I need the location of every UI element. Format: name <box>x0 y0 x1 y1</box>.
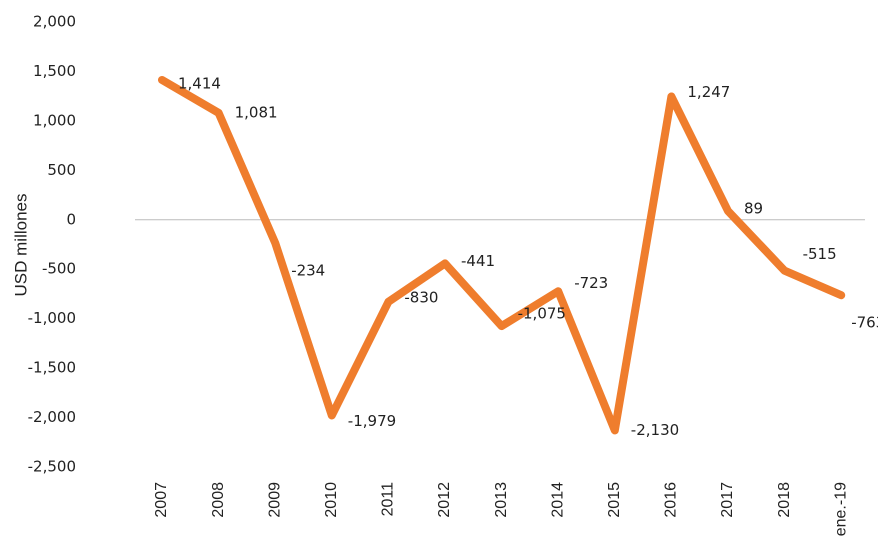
y-tick-label: 1,000 <box>33 111 76 129</box>
data-label: -2,130 <box>631 421 679 439</box>
data-label: -763 <box>851 314 878 332</box>
x-tick-label: ene.-19 <box>832 482 849 536</box>
y-axis-title: USD millones <box>11 194 30 297</box>
data-label: -515 <box>803 245 837 263</box>
data-label: -1,979 <box>348 412 396 430</box>
y-tick-label: -2,500 <box>28 458 76 476</box>
x-tick-label: 2014 <box>549 482 566 518</box>
data-label: 1,081 <box>235 103 278 121</box>
data-label: -723 <box>574 274 608 292</box>
x-tick-label: 2012 <box>436 482 453 518</box>
data-label: 1,247 <box>687 83 730 101</box>
data-label: 1,414 <box>178 74 221 92</box>
data-label: -441 <box>461 252 495 270</box>
x-tick-label: 2011 <box>380 482 397 517</box>
y-tick-label: 2,000 <box>33 13 76 31</box>
y-tick-label: -2,000 <box>28 408 76 426</box>
x-tick-label: 2008 <box>210 482 227 518</box>
data-label: -830 <box>404 288 438 306</box>
x-tick-label: 2013 <box>493 482 510 518</box>
y-tick-label: -500 <box>42 260 76 278</box>
x-tick-label: 2007 <box>153 482 170 518</box>
y-tick-label: -1,000 <box>28 309 76 327</box>
data-label: -234 <box>291 261 325 279</box>
y-tick-label: 1,500 <box>33 62 76 80</box>
data-label: 89 <box>744 199 763 217</box>
x-tick-label: 2015 <box>606 482 623 518</box>
data-label: -1,075 <box>518 305 566 323</box>
x-tick-label: 2017 <box>719 482 736 518</box>
y-tick-label: 0 <box>66 210 76 228</box>
line <box>158 75 846 435</box>
y-tick-label: -1,500 <box>28 359 76 377</box>
x-tick-label: 2018 <box>776 482 793 518</box>
x-tick-label: 2016 <box>663 482 680 518</box>
x-tick-label: 2009 <box>266 482 283 518</box>
x-tick-label: 2010 <box>323 482 340 518</box>
y-tick-label: 500 <box>47 161 76 179</box>
